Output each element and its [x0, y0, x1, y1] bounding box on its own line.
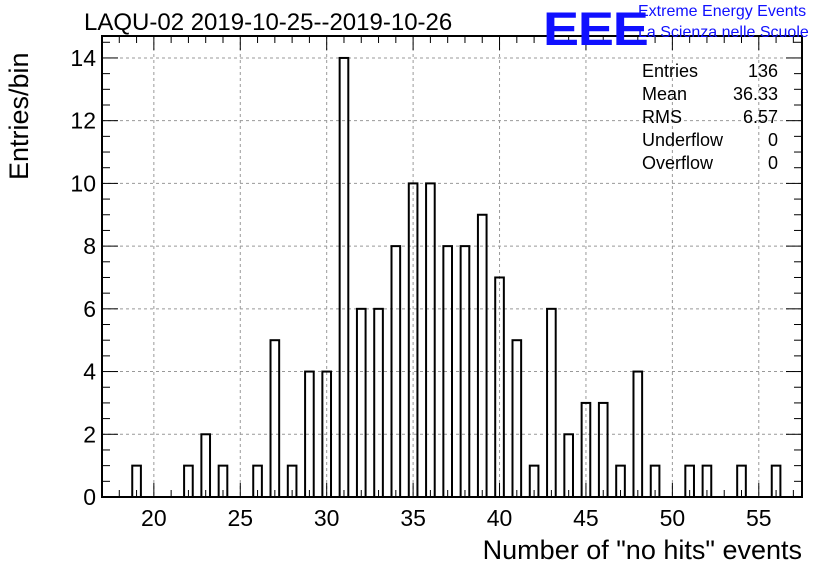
stats-box: Entries 136 Mean 36.33 RMS 6.57 Underflo…	[642, 60, 778, 175]
grid-lines	[102, 36, 802, 497]
x-tick-label: 40	[487, 505, 513, 531]
y-tick-label: 0	[83, 484, 96, 510]
histogram-bar	[338, 56, 350, 498]
y-tick-label: 6	[83, 296, 96, 322]
x-tick-label: 25	[227, 505, 253, 531]
chart-title: LAQU-02 2019-10-25--2019-10-26	[84, 9, 453, 36]
stat-value: 36.33	[732, 84, 778, 104]
stat-label: Underflow	[642, 130, 724, 150]
y-tick-label: 10	[70, 170, 96, 196]
stat-value: 0	[767, 153, 778, 173]
y-tick-label: 4	[83, 359, 96, 385]
stat-overflow: Overflow 0	[642, 152, 778, 175]
stat-value: 6.57	[742, 107, 778, 127]
histogram-bar	[373, 307, 384, 498]
histogram-bar	[425, 182, 436, 498]
y-tick-label: 12	[70, 108, 96, 134]
histogram-bar	[355, 307, 367, 498]
stat-value: 136	[747, 61, 778, 81]
histogram-bar	[200, 433, 212, 498]
stat-mean: Mean 36.33	[642, 83, 778, 106]
histogram-bar	[511, 339, 523, 498]
stat-rms: RMS 6.57	[642, 106, 778, 129]
x-tick-label: 45	[573, 505, 599, 531]
stat-entries: Entries 136	[642, 60, 778, 83]
x-tick-label: 55	[746, 505, 772, 531]
histogram-bar	[476, 213, 488, 498]
logo-caption-line1: Extreme Energy Events	[638, 3, 807, 20]
histogram-bar	[597, 401, 609, 498]
plot-frame	[101, 35, 803, 498]
plot-frame-border	[101, 35, 803, 498]
stat-underflow: Underflow 0	[642, 129, 778, 152]
y-tick-label: 2	[83, 421, 96, 447]
x-tick-label: 30	[314, 505, 340, 531]
y-tick-label: 8	[83, 233, 96, 259]
stat-label: RMS	[642, 107, 682, 127]
axis-ticks	[101, 36, 802, 498]
x-tick-label: 20	[141, 505, 167, 531]
logo-caption-line2: La Scienza nelle Scuole	[638, 24, 809, 41]
histogram-bar	[563, 433, 574, 498]
x-tick-label: 35	[400, 505, 426, 531]
y-axis-label: Entries/bin	[4, 52, 34, 180]
y-tick-label: 14	[70, 45, 96, 71]
stat-value: 0	[767, 130, 778, 150]
x-axis-label: Number of "no hits" events	[482, 535, 802, 565]
x-tick-label: 50	[660, 505, 686, 531]
tick-labels: 20 25 30 35 40 45 50 55 0 2 4 6 8 10 12 14	[70, 45, 771, 531]
eee-logo: EEE	[543, 2, 649, 55]
stat-label: Mean	[642, 84, 688, 104]
stat-label: Entries	[642, 61, 699, 81]
stat-label: Overflow	[642, 153, 714, 173]
histogram-bar	[546, 307, 557, 498]
histogram-bar	[269, 339, 281, 498]
